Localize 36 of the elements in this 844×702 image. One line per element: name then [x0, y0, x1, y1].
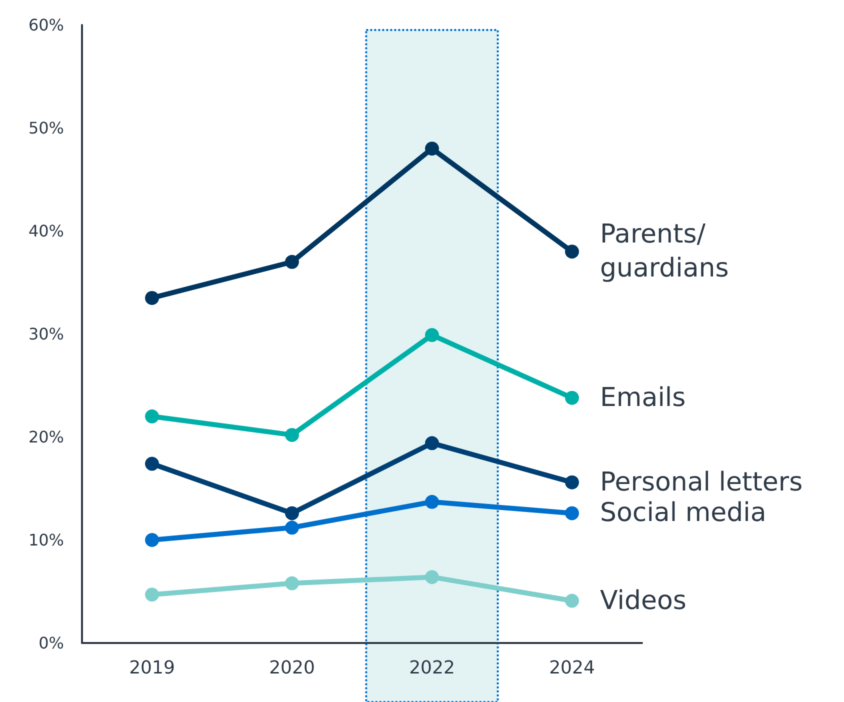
- point: [425, 494, 439, 509]
- series-label: Social media: [600, 498, 766, 528]
- point: [425, 328, 439, 342]
- point: [145, 533, 159, 547]
- point: [145, 290, 159, 305]
- point: [285, 254, 299, 269]
- point: [145, 588, 159, 602]
- point: [285, 506, 299, 520]
- y-tick-label: 40%: [28, 222, 64, 240]
- x-tick-label: 2024: [549, 658, 595, 678]
- series-label: Personal letters: [600, 467, 803, 498]
- series-label: Videos: [600, 586, 686, 616]
- y-tick-label: 10%: [28, 530, 64, 550]
- point: [285, 576, 299, 590]
- point: [565, 244, 579, 259]
- point: [285, 428, 299, 442]
- x-tick-label: 2020: [269, 658, 315, 678]
- x-tick-label: 2022: [409, 658, 455, 678]
- point: [425, 570, 439, 584]
- series-label: Emails: [600, 382, 686, 413]
- point: [145, 456, 159, 471]
- point: [565, 390, 579, 405]
- y-tick-label: 60%: [28, 16, 64, 34]
- y-tick-label: 50%: [28, 118, 64, 138]
- series-label: Parents/ guardians: [600, 220, 729, 284]
- x-tick-label: 2019: [129, 658, 175, 678]
- point: [565, 506, 579, 520]
- y-tick-label: 20%: [28, 428, 64, 446]
- y-tick-label: 30%: [28, 324, 64, 344]
- point: [145, 409, 159, 424]
- point: [425, 142, 439, 156]
- point: [565, 475, 579, 490]
- y-tick-label: 0%: [38, 634, 64, 652]
- point: [425, 436, 439, 450]
- point: [285, 520, 299, 535]
- point: [565, 594, 579, 608]
